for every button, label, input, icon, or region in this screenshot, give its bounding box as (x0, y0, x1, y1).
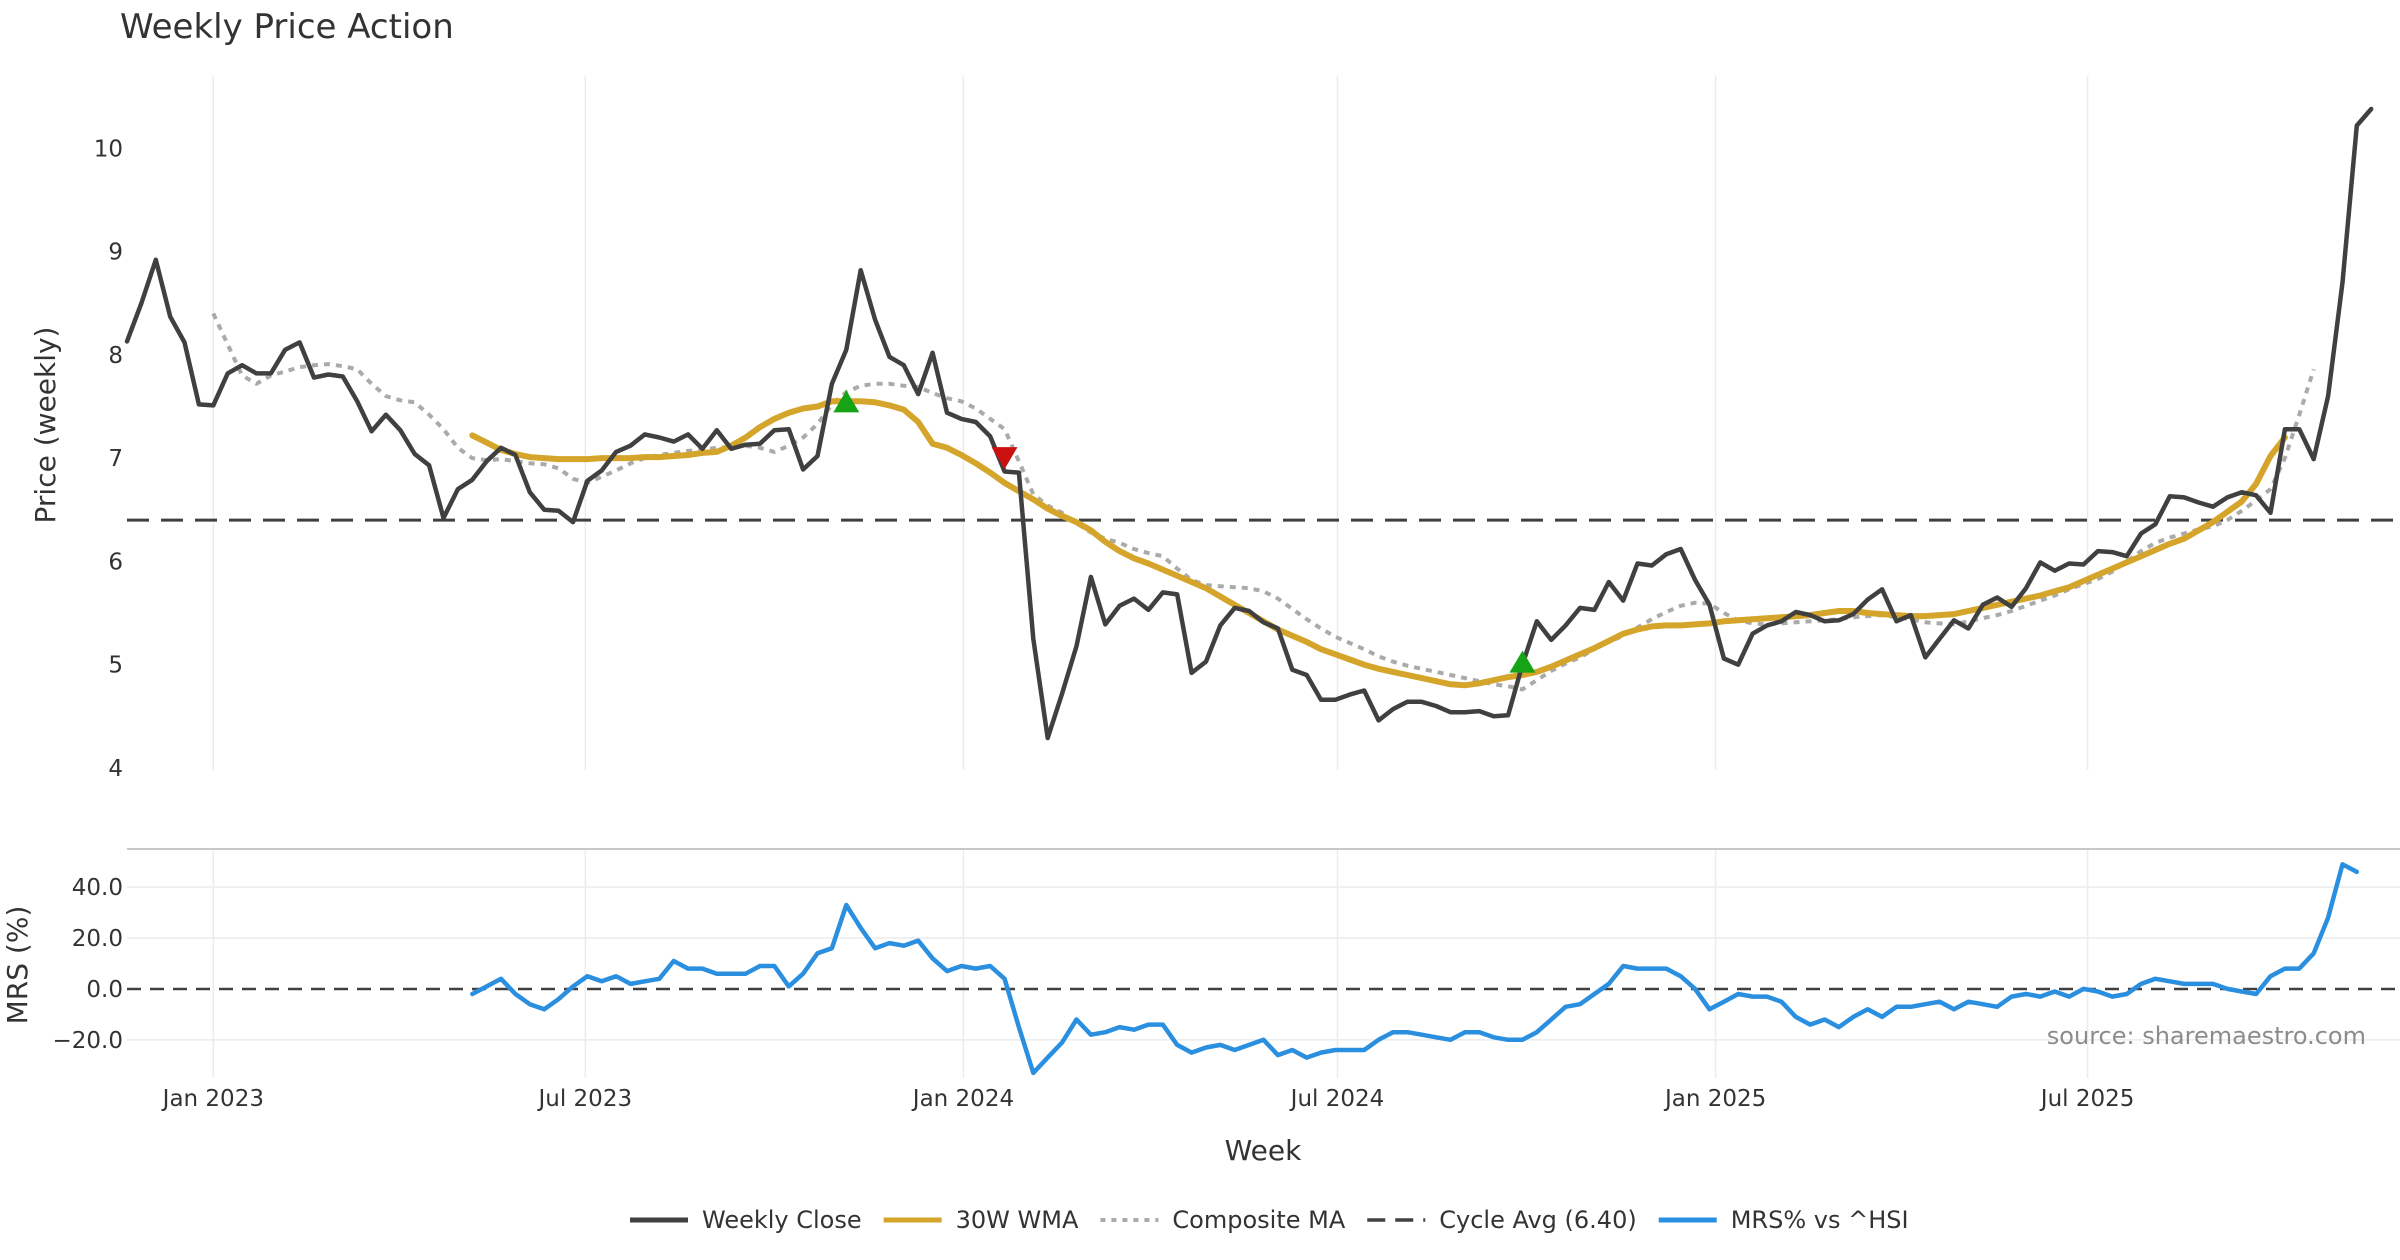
mrs-series (470, 862, 2360, 1076)
source-note: source: sharemaestro.com (2047, 1022, 2366, 1050)
x-tick-label: Jul 2024 (1289, 1086, 1385, 1112)
price-y-tick-label: 7 (108, 446, 123, 472)
legend-label: Weekly Close (702, 1206, 862, 1234)
x-tick-label: Jul 2023 (536, 1086, 632, 1112)
mrs-y-tick-label: 20.0 (72, 926, 123, 952)
legend-item-composite-ma: Composite MA (1100, 1206, 1346, 1234)
sell-signal-marker (991, 447, 1018, 470)
legend-label: 30W WMA (956, 1206, 1079, 1234)
mrs-y-tick-labels: 40.0 20.0 0.0 −20.0 (53, 875, 123, 1054)
x-tick-labels: Jan 2023 Jul 2023 Jan 2024 Jul 2024 Jan 2025… (161, 1086, 2135, 1112)
legend-item-cycle-avg-6-40: Cycle Avg (6.40) (1367, 1206, 1637, 1234)
price-y-tick-labels: 4 5 6 7 8 9 10 (94, 136, 123, 782)
price-y-axis-label: Price (weekly) (29, 327, 62, 524)
buy-signal-marker (833, 390, 860, 413)
price-y-tick-label: 5 (108, 653, 123, 679)
composite-ma-line (211, 312, 2316, 692)
mrs-y-tick-label: 40.0 (72, 875, 123, 901)
price-y-tick-label: 10 (94, 136, 123, 162)
price-y-tick-label: 6 (108, 549, 123, 575)
legend-label: MRS% vs ^HSI (1731, 1206, 1909, 1234)
legend-item-weekly-close: Weekly Close (630, 1206, 862, 1234)
buy-signal-marker (1509, 650, 1536, 673)
legend-item-mrs-vs-hsi: MRS% vs ^HSI (1658, 1206, 1909, 1234)
chart-title: Weekly Price Action (120, 7, 454, 47)
legend-item-30w-wma: 30W WMA (883, 1206, 1079, 1234)
vertical-gridlines (212, 76, 2089, 1078)
mrs-line (470, 862, 2360, 1076)
mrs-y-tick-label: −20.0 (53, 1028, 123, 1054)
x-tick-label: Jan 2025 (1663, 1086, 1766, 1112)
x-axis-label: Week (1225, 1134, 1302, 1167)
legend-label: Cycle Avg (6.40) (1439, 1206, 1636, 1234)
mrs-y-axis-label: MRS (%) (1, 906, 34, 1025)
x-tick-label: Jan 2024 (911, 1086, 1014, 1112)
x-tick-label: Jan 2023 (161, 1086, 264, 1112)
price-y-tick-label: 9 (108, 240, 123, 266)
price-y-tick-label: 4 (108, 756, 123, 782)
mrs-y-tick-label: 0.0 (86, 977, 123, 1003)
legend: Weekly Close 30W WMA Composite MA Cycle Avg… (630, 1206, 1909, 1234)
mrs-gridlines (127, 886, 2400, 1041)
x-tick-label: Jul 2025 (2039, 1086, 2135, 1112)
price-series (124, 106, 2374, 741)
legend-label: Composite MA (1172, 1206, 1345, 1234)
signal-markers (833, 390, 1536, 673)
weekly-close-line (124, 106, 2374, 741)
price-y-tick-label: 8 (108, 343, 123, 369)
